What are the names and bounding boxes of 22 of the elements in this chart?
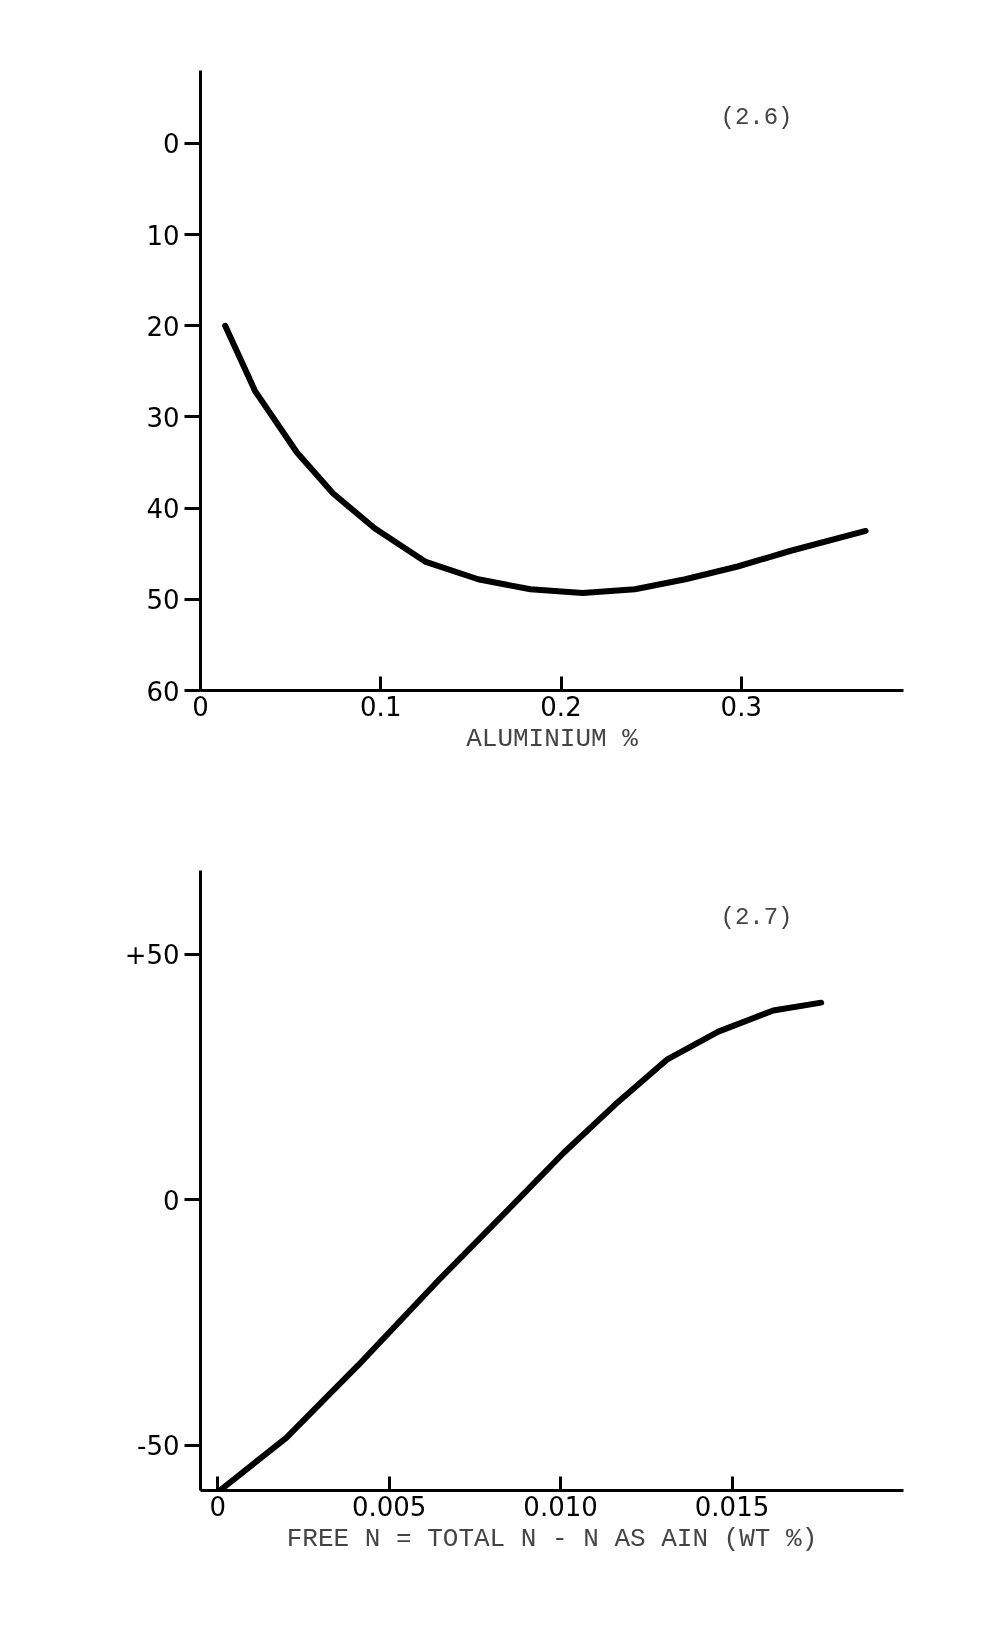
y-tick-label: 30 — [146, 402, 180, 433]
x-tick-label: 0.015 — [694, 1491, 770, 1522]
y-tick-label: 60 — [146, 676, 180, 707]
x-tick-label: 0 — [209, 1491, 226, 1522]
x-tick-label: 0.1 — [360, 691, 402, 722]
y-tick-label: 50 — [146, 585, 180, 616]
y-tick-label: 10 — [146, 220, 180, 251]
x-tick-label: 0.010 — [523, 1491, 598, 1522]
y-tick-label: 40 — [146, 494, 180, 525]
x-tick-label: 0.3 — [720, 691, 762, 722]
y-tick-label: +50 — [124, 940, 180, 971]
y-tick-label: 20 — [146, 311, 180, 342]
y-tick-label: -50 — [137, 1431, 180, 1462]
x-tick-label: 0.2 — [540, 691, 582, 722]
annotation: (2.7) — [720, 903, 793, 931]
y-tick-label: 0 — [162, 129, 180, 160]
x-axis-title: FREE N = TOTAL N - N AS AIN (WT %) — [286, 1523, 818, 1554]
x-tick-label: 0 — [192, 691, 209, 722]
x-tick-label: 0.005 — [351, 1491, 427, 1522]
x-axis-title: ALUMINIUM % — [466, 723, 639, 754]
annotation: (2.6) — [720, 103, 793, 131]
y-tick-label: 0 — [162, 1185, 180, 1216]
